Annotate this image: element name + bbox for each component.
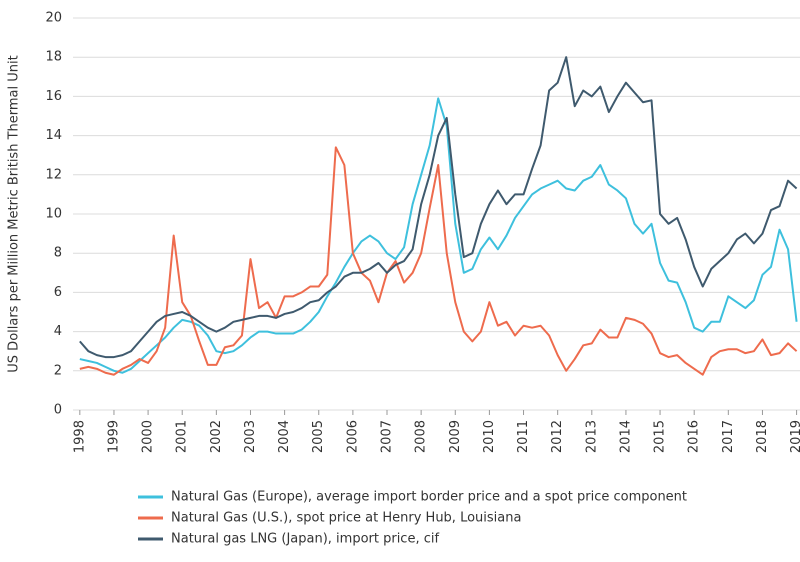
y-tick-label: 4 xyxy=(54,324,62,339)
y-tick-label: 18 xyxy=(45,50,62,65)
y-tick-label: 0 xyxy=(54,403,62,418)
x-tick-label: 2016 xyxy=(687,420,702,453)
x-tick-label: 1999 xyxy=(106,420,121,453)
legend-label: Natural gas LNG (Japan), import price, c… xyxy=(171,532,439,547)
y-tick-label: 8 xyxy=(54,246,62,261)
x-tick-label: 2007 xyxy=(380,420,395,453)
y-tick-label: 2 xyxy=(54,363,62,378)
x-tick-label: 2006 xyxy=(345,420,360,453)
y-tick-label: 16 xyxy=(45,89,62,104)
x-tick-label: 2005 xyxy=(311,420,326,453)
x-tick-label: 2015 xyxy=(653,420,668,453)
series-line xyxy=(79,146,798,376)
x-tick-label: 1998 xyxy=(72,420,87,453)
x-tick-label: 2017 xyxy=(721,420,736,453)
series-line xyxy=(79,56,798,359)
x-tick-label: 2011 xyxy=(516,420,531,453)
legend-label: Natural Gas (U.S.), spot price at Henry … xyxy=(171,511,521,526)
y-axis-label: US Dollars per Million Metric British Th… xyxy=(7,55,22,372)
x-tick-label: 2014 xyxy=(618,420,633,453)
y-tick-label: 12 xyxy=(45,167,62,182)
y-tick-label: 6 xyxy=(54,285,62,300)
series-line xyxy=(79,97,798,374)
x-tick-label: 2002 xyxy=(209,420,224,453)
x-tick-label: 2001 xyxy=(175,420,190,453)
x-tick-label: 2019 xyxy=(789,420,800,453)
x-tick-label: 2010 xyxy=(482,420,497,453)
x-tick-label: 2013 xyxy=(584,420,599,453)
x-tick-label: 2000 xyxy=(141,420,156,453)
x-tick-label: 2018 xyxy=(755,420,770,453)
x-tick-label: 2012 xyxy=(550,420,565,453)
x-tick-label: 2009 xyxy=(448,420,463,453)
x-tick-label: 2003 xyxy=(243,420,258,453)
y-tick-label: 20 xyxy=(45,11,62,26)
x-tick-label: 2004 xyxy=(277,420,292,453)
y-tick-label: 10 xyxy=(45,207,62,222)
x-tick-label: 2008 xyxy=(414,420,429,453)
legend-label: Natural Gas (Europe), average import bor… xyxy=(171,490,687,505)
y-tick-label: 14 xyxy=(45,128,62,143)
